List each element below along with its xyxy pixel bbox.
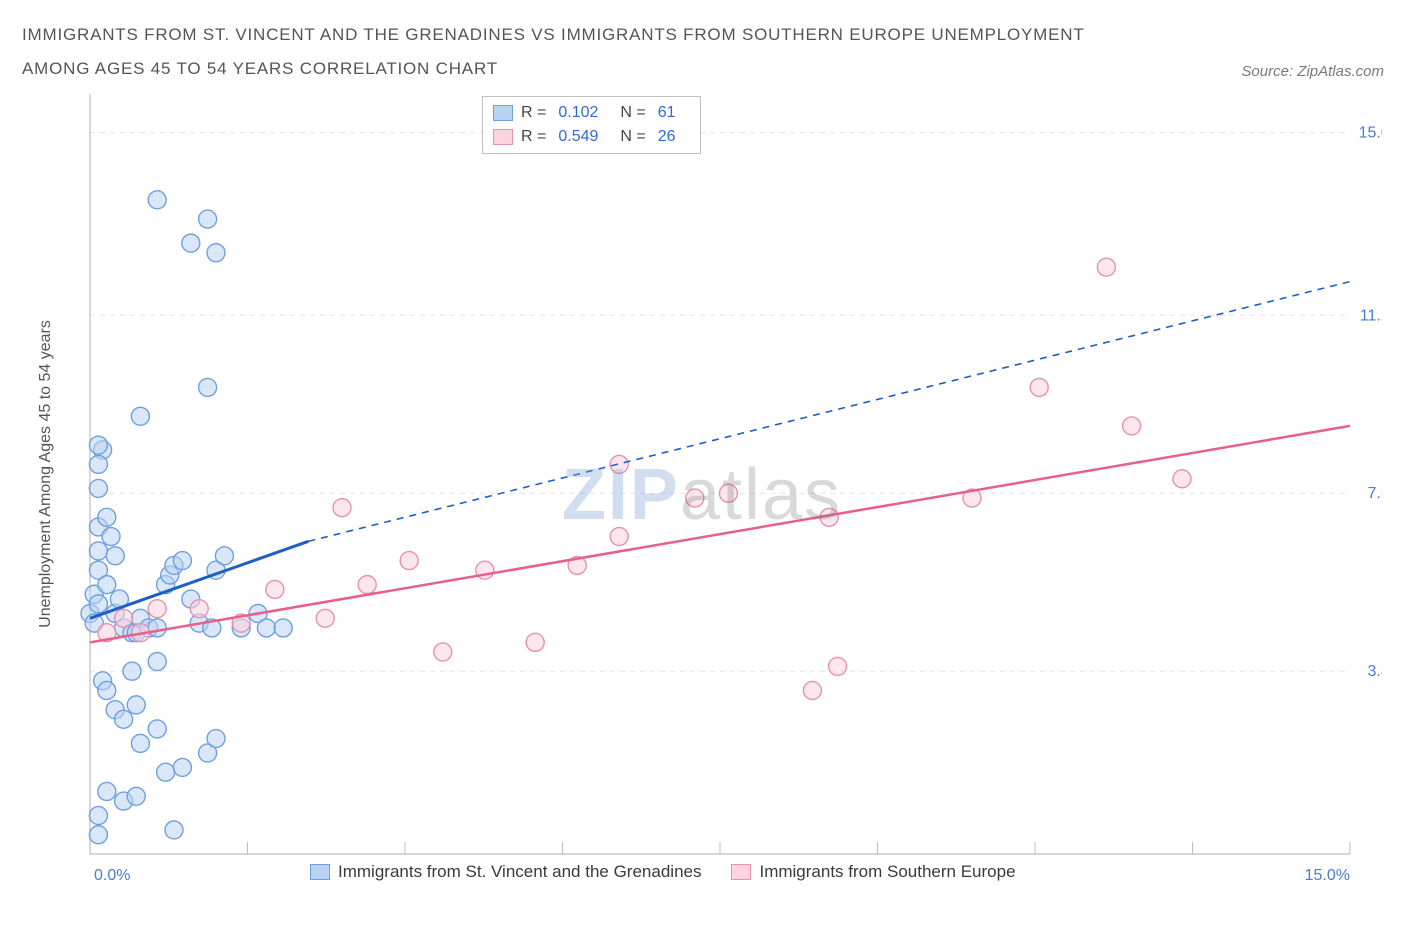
series-b-point bbox=[829, 657, 847, 675]
n-label: N = bbox=[620, 101, 645, 125]
chart-source: Source: ZipAtlas.com bbox=[1241, 63, 1384, 86]
series-a-point bbox=[215, 547, 233, 565]
r-value-a: 0.102 bbox=[558, 101, 598, 125]
series-a-point bbox=[182, 234, 200, 252]
series-b-point bbox=[610, 528, 628, 546]
x-max-label: 15.0% bbox=[1305, 867, 1350, 884]
r-label: R = bbox=[521, 101, 546, 125]
legend-label-b: Immigrants from Southern Europe bbox=[759, 862, 1015, 882]
n-value-b: 26 bbox=[658, 125, 676, 149]
series-b-point bbox=[686, 489, 704, 507]
series-a-point bbox=[148, 653, 166, 671]
legend-item-a: Immigrants from St. Vincent and the Gren… bbox=[310, 862, 701, 882]
series-a-point bbox=[127, 696, 145, 714]
series-a-point bbox=[127, 787, 145, 805]
series-a-point bbox=[106, 547, 124, 565]
series-b-swatch bbox=[731, 864, 751, 880]
series-a-point bbox=[148, 720, 166, 738]
y-tick-label: 15.0% bbox=[1359, 124, 1382, 141]
series-a-point bbox=[89, 826, 107, 844]
series-a-point bbox=[157, 763, 175, 781]
series-a-point bbox=[257, 619, 275, 637]
series-a-point bbox=[207, 244, 225, 262]
series-a-trend-ext bbox=[308, 282, 1350, 542]
series-a-point bbox=[165, 821, 183, 839]
y-tick-label: 11.2% bbox=[1360, 307, 1382, 324]
series-b-point bbox=[1173, 470, 1191, 488]
series-a-point bbox=[89, 807, 107, 825]
series-a-point bbox=[274, 619, 292, 637]
y-tick-label: 3.8% bbox=[1368, 663, 1382, 680]
series-a-point bbox=[131, 407, 149, 425]
series-b-swatch bbox=[493, 129, 513, 145]
series-b-point bbox=[1123, 417, 1141, 435]
series-a-point bbox=[131, 734, 149, 752]
series-a-point bbox=[199, 378, 217, 396]
series-b-point bbox=[434, 643, 452, 661]
series-b-point bbox=[333, 499, 351, 517]
r-value-b: 0.549 bbox=[558, 125, 598, 149]
series-a-point bbox=[173, 552, 191, 570]
series-a-point bbox=[148, 619, 166, 637]
chart-title: IMMIGRANTS FROM ST. VINCENT AND THE GREN… bbox=[22, 18, 1122, 86]
n-value-a: 61 bbox=[658, 101, 676, 125]
series-b-point bbox=[610, 455, 628, 473]
series-a-point bbox=[98, 782, 116, 800]
series-a-point bbox=[98, 508, 116, 526]
series-a-point bbox=[102, 528, 120, 546]
series-a-point bbox=[89, 436, 107, 454]
series-a-point bbox=[207, 730, 225, 748]
series-a-swatch bbox=[310, 864, 330, 880]
x-min-label: 0.0% bbox=[94, 867, 130, 884]
series-a-point bbox=[123, 662, 141, 680]
series-b-trend bbox=[90, 426, 1350, 642]
legend-item-b: Immigrants from Southern Europe bbox=[731, 862, 1015, 882]
series-a-point bbox=[89, 455, 107, 473]
series-a-point bbox=[148, 191, 166, 209]
source-name: ZipAtlas.com bbox=[1297, 63, 1384, 80]
stats-legend: R = 0.102 N = 61 R = 0.549 N = 26 bbox=[482, 96, 701, 154]
series-a-point bbox=[98, 576, 116, 594]
series-b-point bbox=[148, 600, 166, 618]
series-b-point bbox=[316, 609, 334, 627]
chart-area: 3.8% 7.5% 11.2% 15.0% Unemployment Among Age… bbox=[22, 94, 1382, 904]
series-b-point bbox=[719, 484, 737, 502]
series-b-point bbox=[1097, 258, 1115, 276]
series-a-point bbox=[173, 758, 191, 776]
source-label: Source: bbox=[1241, 63, 1297, 80]
series-b-point bbox=[803, 681, 821, 699]
series-b-point bbox=[358, 576, 376, 594]
series-a-swatch bbox=[493, 105, 513, 121]
y-tick-label: 7.5% bbox=[1368, 485, 1382, 502]
series-b-point bbox=[526, 633, 544, 651]
series-a-point bbox=[89, 595, 107, 613]
stats-legend-row: R = 0.102 N = 61 bbox=[493, 101, 690, 125]
series-b-point bbox=[190, 600, 208, 618]
series-legend: Immigrants from St. Vincent and the Gren… bbox=[310, 862, 1130, 896]
n-label: N = bbox=[620, 125, 645, 149]
series-a-point bbox=[115, 710, 133, 728]
series-b-point bbox=[266, 580, 284, 598]
series-a-point bbox=[89, 542, 107, 560]
chart-header: IMMIGRANTS FROM ST. VINCENT AND THE GREN… bbox=[22, 18, 1384, 86]
series-b-point bbox=[115, 609, 133, 627]
series-b-point bbox=[400, 552, 418, 570]
r-label: R = bbox=[521, 125, 546, 149]
scatter-chart-svg: 3.8% 7.5% 11.2% 15.0% Unemployment Among Age… bbox=[22, 94, 1382, 904]
series-a-point bbox=[98, 681, 116, 699]
stats-legend-row: R = 0.549 N = 26 bbox=[493, 125, 690, 149]
legend-label-a: Immigrants from St. Vincent and the Gren… bbox=[338, 862, 701, 882]
series-b-point bbox=[1030, 378, 1048, 396]
y-axis-label: Unemployment Among Ages 45 to 54 years bbox=[37, 320, 54, 628]
series-a-point bbox=[89, 479, 107, 497]
series-a-point bbox=[199, 210, 217, 228]
